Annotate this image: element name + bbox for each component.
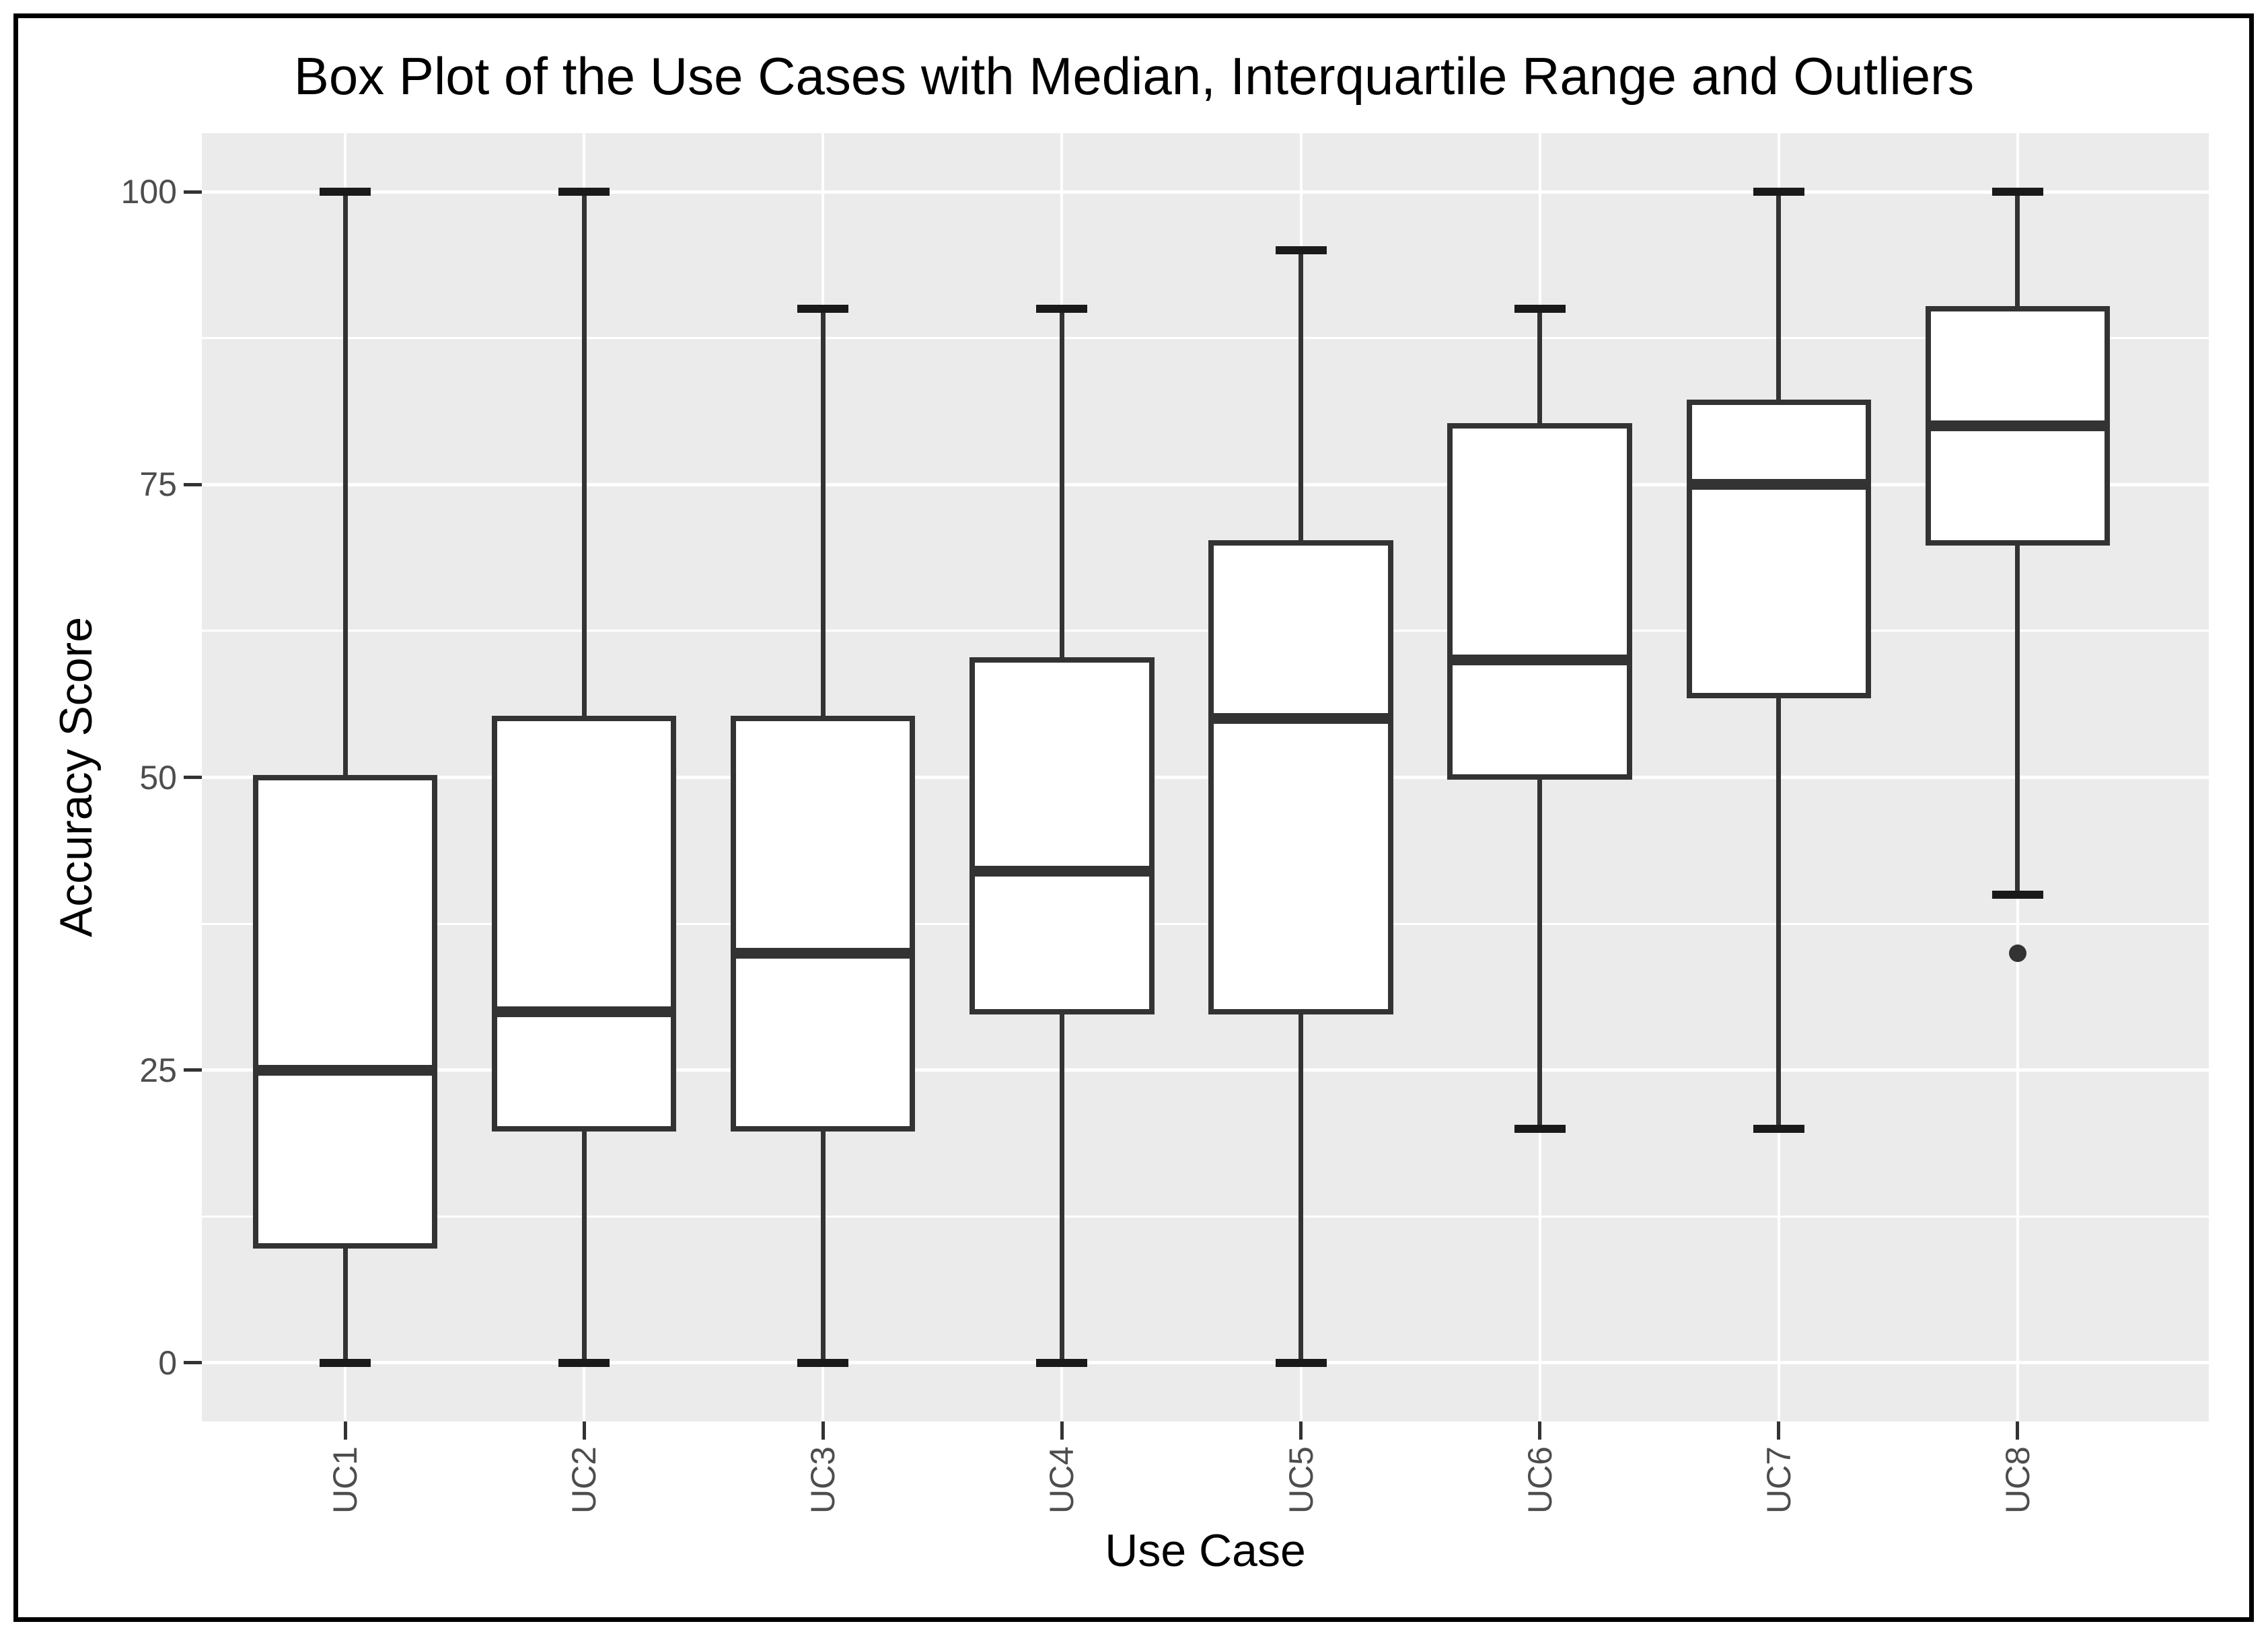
whisker-cap-top-UC2 bbox=[558, 188, 610, 196]
whisker-lower-UC3 bbox=[820, 1128, 826, 1363]
x-axis-tick-label-text-UC3: UC3 bbox=[804, 1446, 842, 1514]
whisker-upper-UC3 bbox=[820, 309, 826, 719]
x-axis-title: Use Case bbox=[1105, 1525, 1306, 1576]
x-axis-tick-UC5 bbox=[1299, 1421, 1303, 1440]
boxplot-box-UC7 bbox=[1686, 400, 1871, 698]
y-axis-tick-100 bbox=[184, 190, 202, 194]
gridline-y-minor-37.5 bbox=[202, 922, 2209, 925]
x-axis-tick-UC7 bbox=[1777, 1421, 1781, 1440]
y-axis-tick-50 bbox=[184, 776, 202, 779]
gridline-y-75 bbox=[202, 482, 2209, 486]
x-axis-tick-UC8 bbox=[2016, 1421, 2020, 1440]
x-axis-tick-label-text-UC4: UC4 bbox=[1043, 1446, 1081, 1514]
whisker-cap-top-UC7 bbox=[1753, 188, 1804, 196]
whisker-lower-UC6 bbox=[1537, 777, 1543, 1129]
boxplot-box-UC2 bbox=[492, 716, 677, 1132]
boxplot-box-UC5 bbox=[1208, 540, 1393, 1014]
whisker-upper-UC6 bbox=[1537, 309, 1543, 427]
median-line-UC7 bbox=[1686, 479, 1871, 490]
y-axis-tick-label-100: 100 bbox=[120, 173, 177, 211]
gridline-y-0 bbox=[202, 1361, 2209, 1365]
whisker-cap-bottom-UC2 bbox=[558, 1358, 610, 1367]
x-axis-tick-label-text-UC1: UC1 bbox=[326, 1446, 365, 1514]
whisker-lower-UC5 bbox=[1298, 1011, 1304, 1363]
median-line-UC8 bbox=[1925, 420, 2111, 432]
gridline-y-25 bbox=[202, 1068, 2209, 1072]
whisker-lower-UC4 bbox=[1059, 1011, 1064, 1363]
whisker-cap-top-UC3 bbox=[797, 305, 849, 313]
y-axis-tick-label-75: 75 bbox=[139, 466, 177, 504]
chart-title: Box Plot of the Use Cases with Median, I… bbox=[293, 46, 1975, 106]
y-axis-tick-0 bbox=[184, 1361, 202, 1365]
whisker-upper-UC8 bbox=[2015, 192, 2020, 309]
whisker-lower-UC8 bbox=[2015, 543, 2020, 895]
gridline-y-minor-62.5 bbox=[202, 630, 2209, 632]
x-axis-tick-UC3 bbox=[821, 1421, 825, 1440]
x-axis-tick-UC4 bbox=[1060, 1421, 1064, 1440]
whisker-cap-top-UC1 bbox=[320, 188, 371, 196]
whisker-cap-top-UC8 bbox=[1991, 188, 2043, 196]
whisker-cap-top-UC6 bbox=[1514, 305, 1566, 313]
boxplot-box-UC3 bbox=[731, 716, 916, 1132]
y-axis-tick-label-50: 50 bbox=[139, 758, 177, 797]
x-axis-tick-label-text-UC5: UC5 bbox=[1282, 1446, 1320, 1514]
y-axis-tick-25 bbox=[184, 1068, 202, 1072]
median-line-UC3 bbox=[731, 947, 916, 959]
whisker-cap-bottom-UC6 bbox=[1514, 1124, 1566, 1133]
boxplot-box-UC4 bbox=[970, 657, 1155, 1014]
whisker-upper-UC1 bbox=[342, 192, 348, 778]
y-axis-tick-75 bbox=[184, 482, 202, 486]
x-axis-tick-label-text-UC6: UC6 bbox=[1521, 1446, 1559, 1514]
whisker-cap-bottom-UC8 bbox=[1991, 890, 2043, 899]
whisker-upper-UC5 bbox=[1298, 250, 1304, 544]
x-axis-tick-label-text-UC2: UC2 bbox=[565, 1446, 603, 1514]
whisker-lower-UC2 bbox=[581, 1128, 587, 1363]
whisker-cap-bottom-UC1 bbox=[320, 1358, 371, 1367]
gridline-y-50 bbox=[202, 776, 2209, 779]
whisker-upper-UC2 bbox=[581, 192, 587, 719]
boxplot-box-UC6 bbox=[1447, 423, 1632, 780]
x-axis-tick-label-text-UC8: UC8 bbox=[1998, 1446, 2037, 1514]
median-line-UC6 bbox=[1447, 655, 1632, 666]
whisker-upper-UC4 bbox=[1059, 309, 1064, 661]
whisker-cap-top-UC5 bbox=[1275, 246, 1327, 255]
y-axis-tick-label-0: 0 bbox=[158, 1343, 177, 1382]
gridline-y-minor-87.5 bbox=[202, 337, 2209, 340]
boxplot-box-UC1 bbox=[252, 774, 438, 1249]
whisker-cap-bottom-UC3 bbox=[797, 1358, 849, 1367]
outlier-point-UC8-0 bbox=[2008, 944, 2026, 962]
x-axis-tick-UC6 bbox=[1538, 1421, 1542, 1440]
whisker-cap-bottom-UC7 bbox=[1753, 1124, 1804, 1133]
whisker-cap-top-UC4 bbox=[1036, 305, 1088, 313]
y-axis-tick-label-25: 25 bbox=[139, 1051, 177, 1089]
whisker-lower-UC1 bbox=[342, 1245, 348, 1363]
gridline-y-minor-12.5 bbox=[202, 1215, 2209, 1218]
x-axis-tick-label-text-UC7: UC7 bbox=[1759, 1446, 1798, 1514]
median-line-UC4 bbox=[970, 865, 1155, 877]
whisker-lower-UC7 bbox=[1776, 695, 1782, 1129]
whisker-cap-bottom-UC5 bbox=[1275, 1358, 1327, 1367]
x-axis-tick-UC2 bbox=[582, 1421, 586, 1440]
median-line-UC1 bbox=[252, 1064, 438, 1076]
whisker-cap-bottom-UC4 bbox=[1036, 1358, 1088, 1367]
median-line-UC2 bbox=[492, 1006, 677, 1017]
gridline-y-100 bbox=[202, 190, 2209, 194]
median-line-UC5 bbox=[1208, 713, 1393, 725]
x-axis-tick-UC1 bbox=[343, 1421, 347, 1440]
whisker-upper-UC7 bbox=[1776, 192, 1782, 403]
